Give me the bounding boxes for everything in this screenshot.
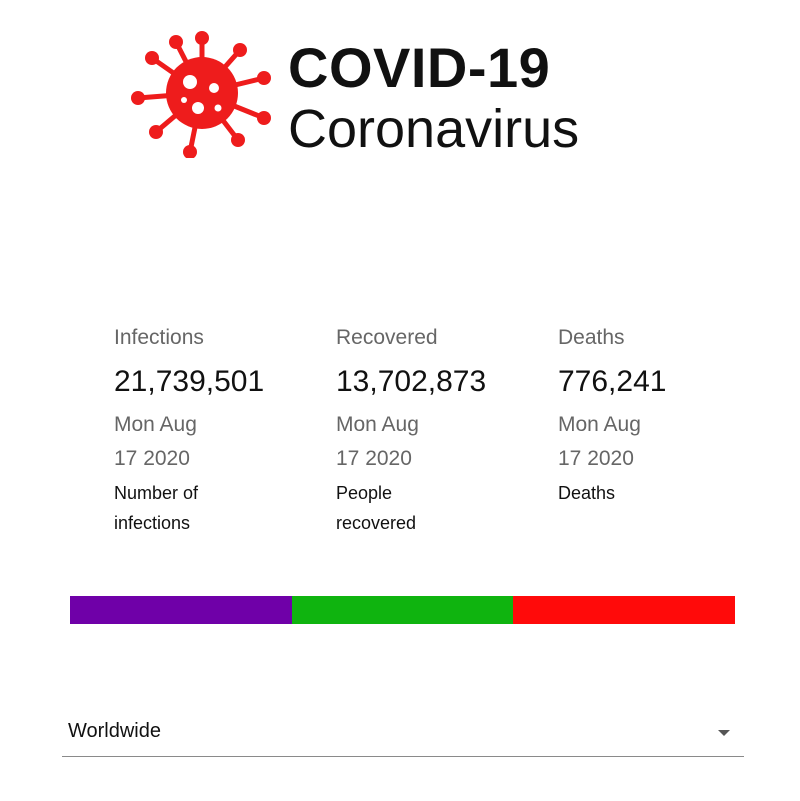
stat-date-line1: Mon Aug [114, 413, 197, 436]
stat-date-line2: 17 2020 [336, 447, 412, 470]
stat-infections: Infections 21,739,501 Mon Aug 17 2020 Nu… [114, 322, 336, 538]
stat-recovered: Recovered 13,702,873 Mon Aug 17 2020 Peo… [336, 322, 558, 538]
stat-label: Deaths [558, 326, 625, 349]
stat-date-line1: Mon Aug [336, 413, 419, 436]
stat-date-line2: 17 2020 [114, 447, 190, 470]
stat-date-line2: 17 2020 [558, 447, 634, 470]
progress-segment-infections [70, 596, 292, 624]
stat-value: 21,739,501 [114, 365, 265, 398]
chevron-down-icon[interactable] [718, 730, 730, 736]
stat-deaths: Deaths 776,241 Mon Aug 17 2020 Deaths [558, 322, 780, 508]
stat-date-line1: Mon Aug [558, 413, 641, 436]
app-subtitle: Coronavirus [288, 99, 580, 159]
progress-segment-recovered [291, 596, 514, 624]
stat-label: Infections [114, 326, 204, 349]
country-select[interactable]: Worldwide [62, 706, 744, 757]
stat-description: People recovered [336, 483, 417, 533]
stat-value: 13,702,873 [336, 365, 487, 398]
virus-icon [131, 31, 271, 158]
progress-bar [70, 596, 735, 624]
app-title: COVID-19 [288, 36, 551, 99]
stat-date: Mon Aug 17 2020 [558, 408, 678, 476]
stats-panel: Infections 21,739,501 Mon Aug 17 2020 Nu… [114, 322, 754, 552]
stat-date: Mon Aug 17 2020 [114, 408, 234, 476]
stat-description: Number of infections [114, 483, 199, 533]
progress-segment-deaths [513, 596, 735, 624]
stat-value: 776,241 [558, 365, 667, 398]
stat-label: Recovered [336, 326, 438, 349]
stat-date: Mon Aug 17 2020 [336, 408, 456, 476]
stat-description: Deaths [558, 483, 616, 503]
header: COVID-19 Coronavirus [128, 28, 688, 158]
country-select-value[interactable]: Worldwide [68, 720, 161, 742]
